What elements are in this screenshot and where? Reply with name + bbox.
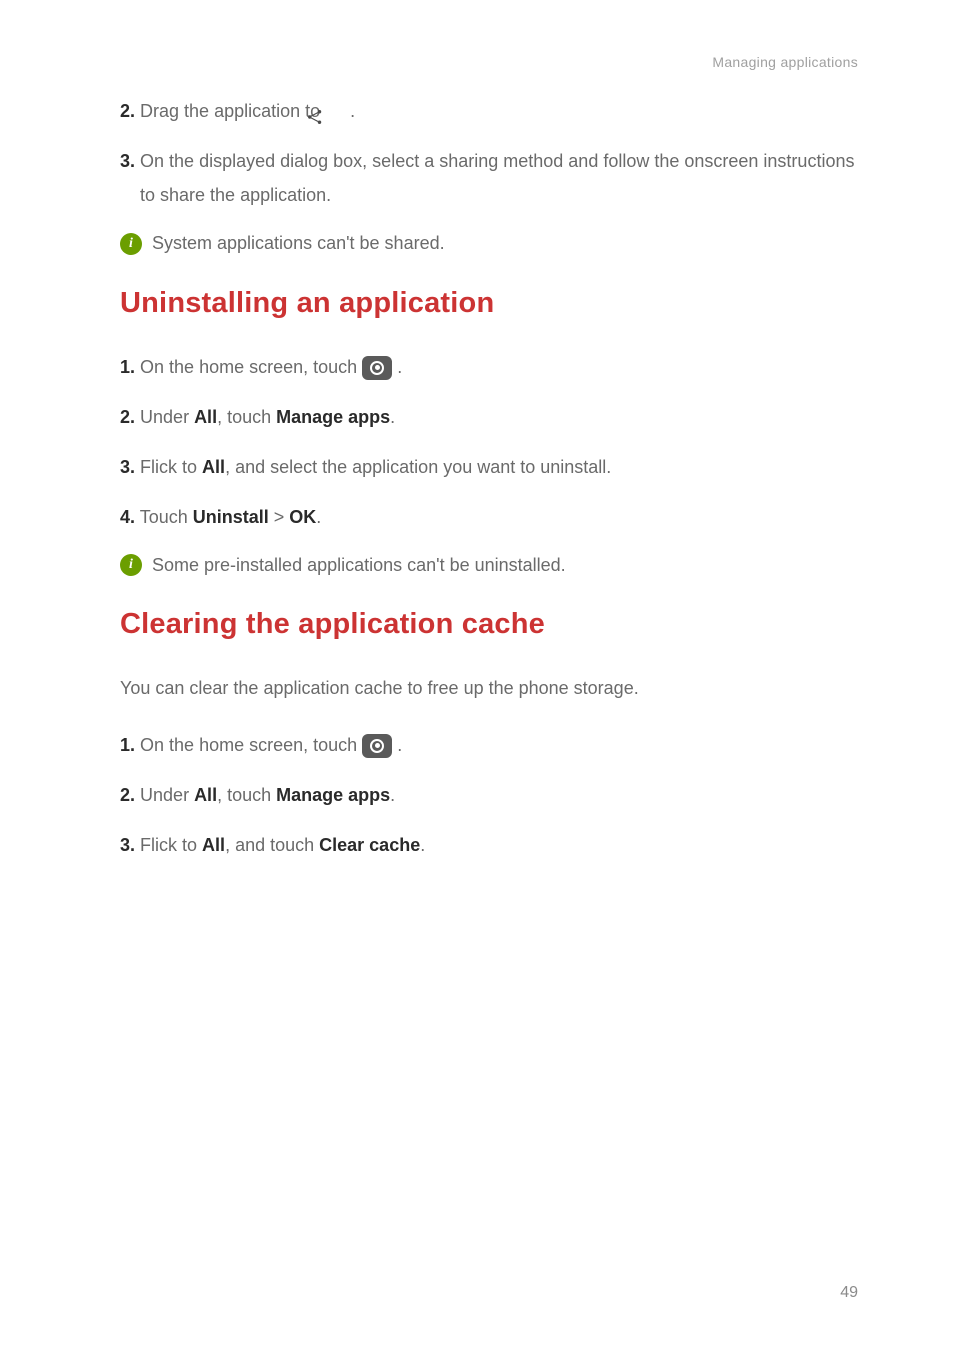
step-prefix: Under <box>140 785 194 805</box>
settings-icon <box>362 356 392 380</box>
step-text: On the displayed dialog box, select a sh… <box>140 151 854 205</box>
step-number: 1. <box>120 357 135 377</box>
step-text: Drag the application to <box>140 101 325 121</box>
step-number: 4. <box>120 507 135 527</box>
step-number: 2. <box>120 101 135 121</box>
cache-step-1: 1. On the home screen, touch . <box>120 728 858 762</box>
manage-apps-label: Manage apps <box>276 785 390 805</box>
uninstall-step-2: 2. Under All, touch Manage apps. <box>120 400 858 434</box>
step-number: 2. <box>120 785 135 805</box>
step-prefix: Touch <box>140 507 193 527</box>
page-number: 49 <box>840 1284 858 1302</box>
share-step-3: 3. On the displayed dialog box, select a… <box>120 144 858 212</box>
step-number: 3. <box>120 457 135 477</box>
uninstall-note: i Some pre-installed applications can't … <box>120 554 858 576</box>
cache-step-3: 3. Flick to All, and touch Clear cache. <box>120 828 858 862</box>
uninstall-label: Uninstall <box>193 507 269 527</box>
step-suffix: . <box>390 785 395 805</box>
ok-label: OK <box>289 507 316 527</box>
step-text: On the home screen, touch <box>140 735 362 755</box>
note-text: System applications can't be shared. <box>152 233 445 254</box>
cache-step-2: 2. Under All, touch Manage apps. <box>120 778 858 812</box>
uninstall-step-3: 3. Flick to All, and select the applicat… <box>120 450 858 484</box>
manage-apps-label: Manage apps <box>276 407 390 427</box>
step-prefix: Under <box>140 407 194 427</box>
step-suffix: . <box>420 835 425 855</box>
document-page: Managing applications 2. Drag the applic… <box>0 0 954 862</box>
step-number: 2. <box>120 407 135 427</box>
step-suffix: . <box>390 407 395 427</box>
info-icon: i <box>120 554 142 576</box>
all-label: All <box>202 457 225 477</box>
all-label: All <box>194 407 217 427</box>
step-suffix: , and select the application you want to… <box>225 457 611 477</box>
cache-intro: You can clear the application cache to f… <box>120 671 858 705</box>
step-mid: , and touch <box>225 835 319 855</box>
step-mid: , touch <box>217 785 276 805</box>
step-prefix: Flick to <box>140 835 202 855</box>
share-note: i System applications can't be shared. <box>120 233 858 255</box>
uninstall-heading: Uninstalling an application <box>120 287 858 320</box>
step-prefix: Flick to <box>140 457 202 477</box>
share-icon <box>325 103 345 121</box>
step-suffix: . <box>316 507 321 527</box>
step-text: On the home screen, touch <box>140 357 362 377</box>
info-icon: i <box>120 233 142 255</box>
note-text: Some pre-installed applications can't be… <box>152 555 566 576</box>
header-breadcrumb: Managing applications <box>120 54 858 70</box>
all-label: All <box>202 835 225 855</box>
uninstall-step-4: 4. Touch Uninstall > OK. <box>120 500 858 534</box>
step-number: 1. <box>120 735 135 755</box>
settings-icon <box>362 734 392 758</box>
share-step-2: 2. Drag the application to . <box>120 94 858 128</box>
uninstall-step-1: 1. On the home screen, touch . <box>120 350 858 384</box>
step-suffix: . <box>350 101 355 121</box>
step-number: 3. <box>120 835 135 855</box>
gt-separator: > <box>269 507 290 527</box>
step-number: 3. <box>120 151 135 171</box>
clear-cache-label: Clear cache <box>319 835 420 855</box>
all-label: All <box>194 785 217 805</box>
cache-heading: Clearing the application cache <box>120 608 858 641</box>
step-mid: , touch <box>217 407 276 427</box>
